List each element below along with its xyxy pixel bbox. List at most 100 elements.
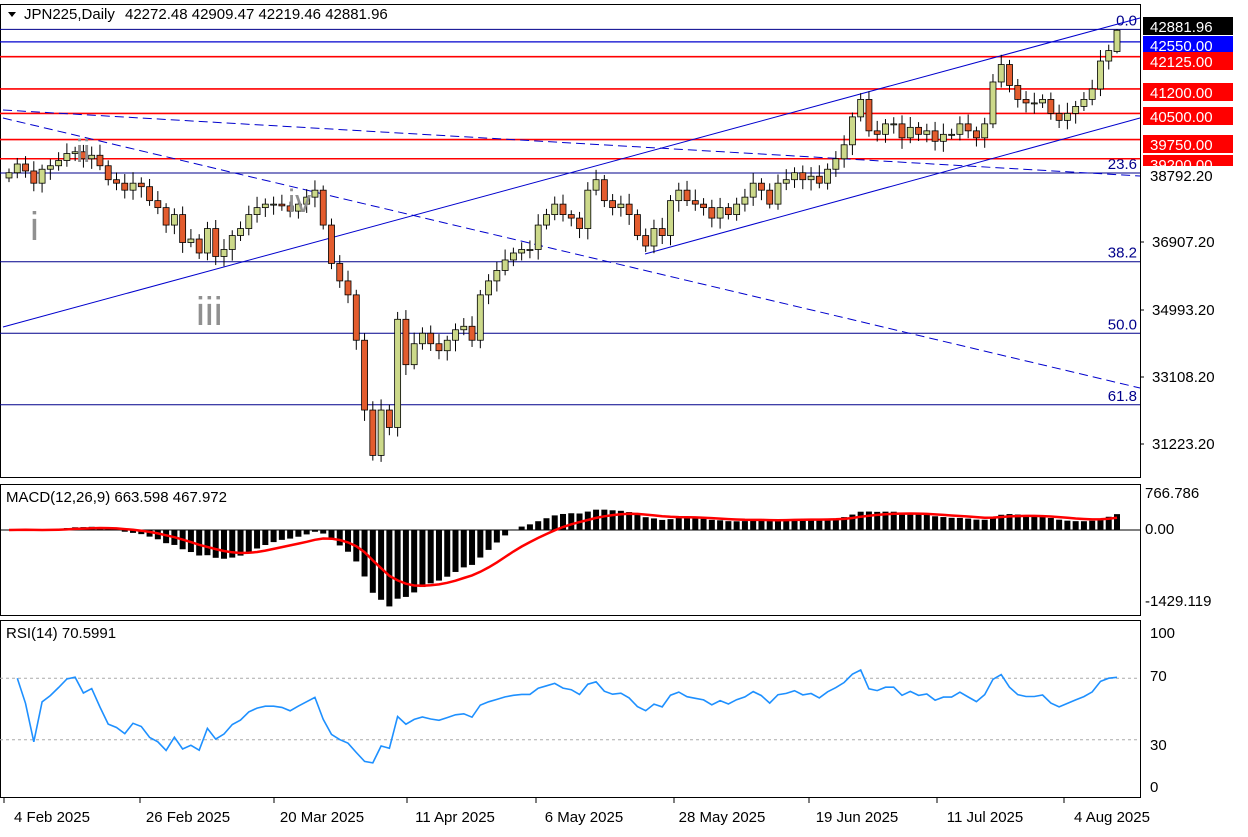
candle-body bbox=[675, 189, 683, 202]
date-tick-label: 11 Jul 2025 bbox=[947, 809, 1023, 826]
candle-body bbox=[485, 280, 492, 296]
candle-body bbox=[873, 130, 881, 135]
candle-body bbox=[1039, 99, 1046, 104]
symbol-label: JPN225,Daily bbox=[24, 6, 115, 23]
candle-body bbox=[46, 165, 54, 170]
candle-body bbox=[96, 154, 104, 167]
macd-histogram-bar bbox=[237, 530, 244, 556]
macd-histogram-bar bbox=[741, 521, 748, 530]
candle-body bbox=[857, 99, 865, 118]
price-tag-label: 41200.00 bbox=[1150, 85, 1213, 102]
macd-histogram-bar bbox=[452, 530, 459, 572]
macd-histogram-bar bbox=[518, 526, 525, 530]
wave-label-iv: iv bbox=[288, 183, 311, 219]
candle-body bbox=[303, 196, 311, 205]
macd-histogram-bar bbox=[485, 530, 492, 550]
candle-body bbox=[419, 332, 426, 345]
candle-body bbox=[253, 207, 261, 216]
candle-body bbox=[724, 207, 732, 216]
candle-body bbox=[650, 228, 658, 247]
candle-body bbox=[328, 224, 335, 264]
macd-histogram-bar bbox=[477, 530, 484, 558]
candle-body bbox=[741, 196, 749, 205]
macd-histogram-bar bbox=[121, 530, 128, 532]
macd-histogram-bar bbox=[750, 520, 757, 530]
candle-body bbox=[1113, 29, 1121, 52]
macd-histogram-bar bbox=[320, 530, 327, 534]
candle-body bbox=[749, 182, 757, 198]
wave-label-i: i bbox=[30, 205, 39, 249]
candle-body bbox=[278, 203, 286, 207]
candle-body bbox=[104, 165, 112, 181]
candle-body bbox=[344, 280, 352, 296]
candle-body bbox=[700, 203, 707, 209]
candle-body bbox=[642, 235, 650, 247]
candle-body bbox=[691, 200, 699, 205]
price-tick-label: 31223.20 bbox=[1152, 436, 1215, 453]
macd-histogram-bar bbox=[411, 530, 418, 593]
macd-histogram-bar bbox=[915, 514, 922, 530]
ohlc-readout: 42272.48 42909.47 42219.46 42881.96 bbox=[125, 6, 388, 23]
macd-histogram-bar bbox=[526, 524, 533, 530]
price-tick-label: 33108.20 bbox=[1152, 369, 1215, 386]
macd-histogram-bar bbox=[799, 519, 806, 530]
candle-body bbox=[1055, 112, 1063, 121]
falling-dashed-trendline bbox=[2, 117, 1141, 389]
macd-histogram-bar bbox=[865, 511, 872, 530]
date-tick-label: 28 May 2025 bbox=[679, 809, 766, 826]
symbol-dropdown-icon[interactable] bbox=[8, 12, 16, 17]
macd-histogram-bar bbox=[642, 517, 649, 530]
candle-body bbox=[80, 151, 87, 160]
candle-body bbox=[939, 133, 947, 142]
candle-body bbox=[204, 228, 211, 254]
candle-body bbox=[55, 160, 63, 167]
macd-histogram-bar bbox=[1047, 518, 1054, 530]
fib-label-38-2: 38.2 bbox=[1108, 245, 1137, 262]
macd-histogram-bar bbox=[1105, 516, 1112, 530]
candle-body bbox=[782, 179, 790, 184]
candle-body bbox=[964, 123, 972, 132]
macd-histogram-bar bbox=[551, 515, 558, 530]
macd-histogram-bar bbox=[196, 530, 203, 556]
macd-histogram-bar bbox=[427, 530, 434, 584]
candle-body bbox=[460, 325, 468, 331]
candle-body bbox=[1088, 88, 1096, 100]
macd-histogram-bar bbox=[444, 530, 451, 577]
macd-histogram-bar bbox=[923, 514, 930, 530]
candle-body bbox=[146, 186, 153, 202]
macd-histogram-bar bbox=[560, 513, 566, 530]
macd-histogram-bar bbox=[502, 530, 509, 536]
macd-histogram-bar bbox=[634, 514, 641, 530]
macd-histogram-bar bbox=[262, 530, 269, 546]
macd-histogram-bar bbox=[725, 521, 732, 530]
macd-histogram-bar bbox=[311, 530, 318, 532]
candle-body bbox=[452, 329, 459, 341]
candle-body bbox=[758, 182, 765, 191]
candle-body bbox=[1080, 99, 1088, 107]
macd-histogram-bar bbox=[692, 518, 699, 530]
macd-histogram-bar bbox=[684, 517, 691, 530]
candle-body bbox=[410, 343, 418, 366]
macd-histogram-bar bbox=[460, 530, 467, 568]
date-tick-label: 11 Apr 2025 bbox=[415, 809, 495, 826]
candle-body bbox=[509, 252, 517, 261]
macd-histogram-bar bbox=[973, 519, 980, 530]
fib-label-50-0: 50.0 bbox=[1108, 316, 1137, 333]
candle-body bbox=[559, 203, 567, 216]
candle-body bbox=[526, 249, 534, 251]
macd-histogram-bar bbox=[1064, 520, 1071, 530]
macd-histogram-bar bbox=[1056, 519, 1063, 530]
macd-histogram-bar bbox=[667, 519, 674, 530]
candle-body bbox=[319, 189, 327, 226]
candle-body bbox=[997, 64, 1005, 83]
candle-body bbox=[493, 270, 501, 282]
macd-histogram-bar bbox=[907, 513, 914, 530]
candle-body bbox=[377, 409, 385, 456]
candle-body bbox=[228, 235, 236, 250]
macd-histogram-bar bbox=[493, 530, 500, 543]
macd-histogram-bar bbox=[212, 530, 219, 558]
macd-tick-label: -1429.119 bbox=[1145, 593, 1211, 610]
candle-body bbox=[5, 172, 13, 179]
macd-histogram-bar bbox=[659, 519, 666, 530]
